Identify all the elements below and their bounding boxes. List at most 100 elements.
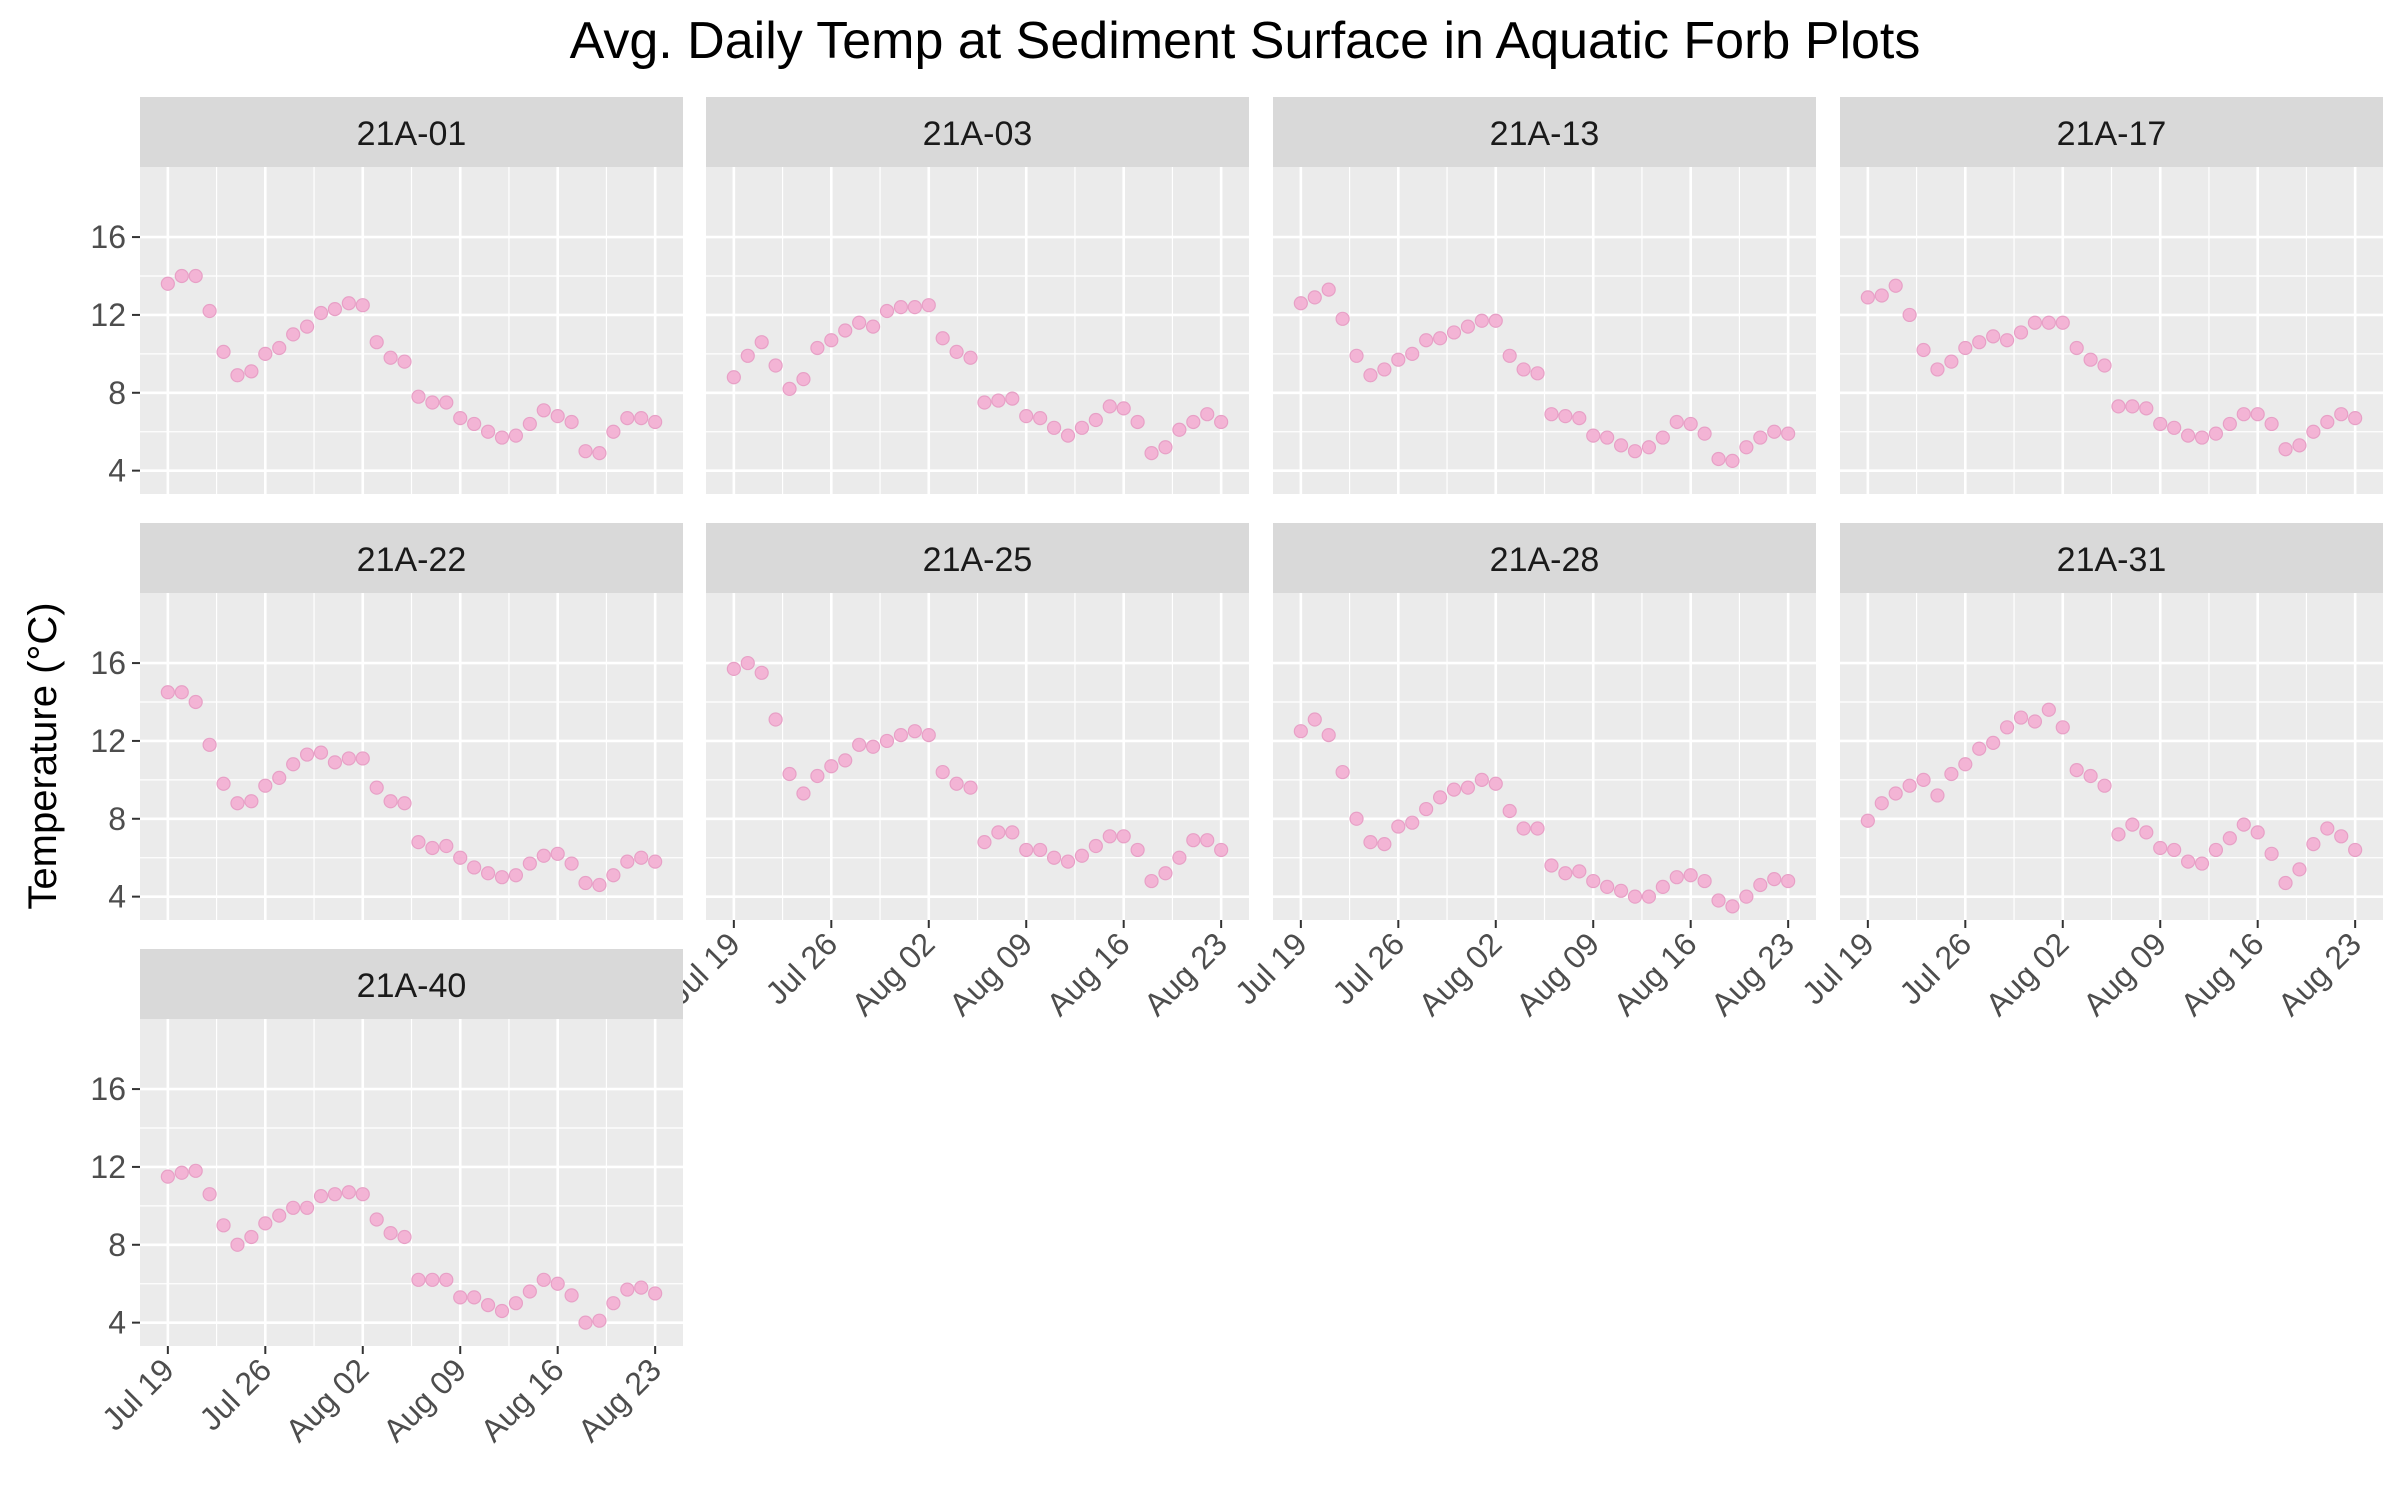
x-tick-label: Aug 23: [571, 1351, 668, 1448]
data-point: [1019, 409, 1034, 424]
x-tick-label: Jul 19: [1228, 925, 1314, 1011]
data-point: [480, 1298, 496, 1313]
data-point: [508, 1296, 524, 1311]
data-point: [1613, 438, 1629, 453]
data-point: [1655, 430, 1670, 445]
data-point: [355, 751, 370, 766]
data-point: [1033, 410, 1048, 426]
data-point: [1725, 453, 1740, 469]
data-point: [1958, 340, 1973, 356]
data-point: [1888, 786, 1903, 801]
data-point: [620, 410, 635, 426]
data-point: [1999, 333, 2015, 348]
data-point: [1916, 772, 1931, 787]
data-point: [327, 1187, 343, 1202]
data-point: [1888, 278, 1903, 293]
data-point: [160, 276, 175, 291]
facet-strip: [706, 97, 1249, 167]
data-point: [1293, 724, 1308, 739]
data-point: [160, 685, 175, 700]
data-point: [1074, 420, 1090, 435]
data-point: [174, 685, 189, 700]
data-point: [1474, 313, 1489, 328]
data-point: [1902, 307, 1917, 323]
data-point: [578, 444, 593, 459]
data-point: [1781, 426, 1796, 441]
data-point: [1711, 893, 1726, 908]
x-tick-label: Aug 09: [942, 925, 1039, 1022]
data-point: [244, 794, 259, 809]
data-point: [977, 835, 992, 850]
data-point: [1488, 776, 1503, 791]
x-tick-label: Jul 19: [95, 1351, 181, 1437]
data-point: [1558, 409, 1573, 424]
x-tick-label: Aug 02: [845, 925, 942, 1022]
data-point: [1172, 422, 1187, 437]
data-point: [1005, 391, 1020, 406]
data-point: [1930, 362, 1945, 377]
data-point: [216, 344, 231, 360]
facet-strip-label: 21A-28: [1490, 541, 1600, 579]
data-point: [606, 424, 621, 439]
data-point: [754, 665, 769, 680]
data-point: [508, 428, 524, 443]
data-point: [893, 300, 909, 315]
facet-strip-label: 21A-01: [357, 115, 467, 153]
data-point: [369, 1212, 384, 1227]
data-point: [536, 403, 551, 418]
data-point: [188, 1163, 203, 1178]
data-point: [740, 655, 755, 671]
data-point: [1102, 829, 1117, 844]
facet-panel-21A-28: 21A-28 Jul 19 Jul 26 Aug 02 Aug 09 Aug 16 Aug …: [1228, 523, 1816, 1023]
data-point: [852, 737, 867, 752]
x-tick-label: Jul 26: [1892, 925, 1978, 1011]
data-point: [1293, 296, 1308, 311]
data-point: [1641, 440, 1657, 455]
data-point: [1005, 825, 1020, 840]
x-tick-label: Aug 16: [473, 1351, 570, 1448]
data-point: [1572, 410, 1587, 426]
data-point: [2348, 842, 2363, 858]
facets-layer: 21A-01 4 8 12 16 21A-03 21A-13 21A-17 21A-22 4 8 12…: [90, 97, 2383, 1449]
data-point: [592, 1313, 607, 1328]
data-point: [2180, 854, 2196, 869]
data-point: [1130, 842, 1145, 858]
data-point: [824, 333, 839, 348]
data-point: [564, 414, 579, 430]
data-point: [550, 409, 565, 424]
data-point: [620, 1282, 635, 1297]
data-point: [852, 315, 867, 330]
facet-panel-21A-13: 21A-13: [1273, 97, 1816, 494]
data-point: [286, 757, 301, 772]
data-point: [355, 298, 370, 313]
data-point: [1516, 821, 1531, 836]
x-tick-label: Jul 19: [1795, 925, 1881, 1011]
data-point: [726, 370, 741, 385]
data-point: [467, 860, 482, 875]
data-point: [369, 335, 384, 350]
data-point: [453, 410, 468, 426]
data-point: [1474, 772, 1489, 787]
data-point: [299, 747, 315, 762]
data-point: [1753, 877, 1768, 893]
data-point: [768, 712, 783, 727]
data-point: [2180, 428, 2196, 443]
data-point: [2097, 778, 2112, 793]
data-point: [1460, 780, 1476, 795]
facet-strip-label: 21A-13: [1490, 115, 1600, 153]
data-point: [1307, 290, 1322, 305]
data-point: [606, 868, 621, 883]
data-point: [383, 1226, 398, 1241]
data-point: [1349, 348, 1364, 363]
data-point: [1544, 407, 1559, 422]
data-point: [1874, 796, 1889, 811]
facet-strip-label: 21A-25: [923, 541, 1033, 579]
data-point: [258, 1216, 273, 1231]
data-point: [1144, 873, 1159, 889]
data-point: [369, 780, 384, 795]
data-point: [2348, 410, 2363, 426]
data-point: [2055, 720, 2070, 735]
data-point: [272, 340, 287, 356]
data-point: [2236, 407, 2251, 422]
